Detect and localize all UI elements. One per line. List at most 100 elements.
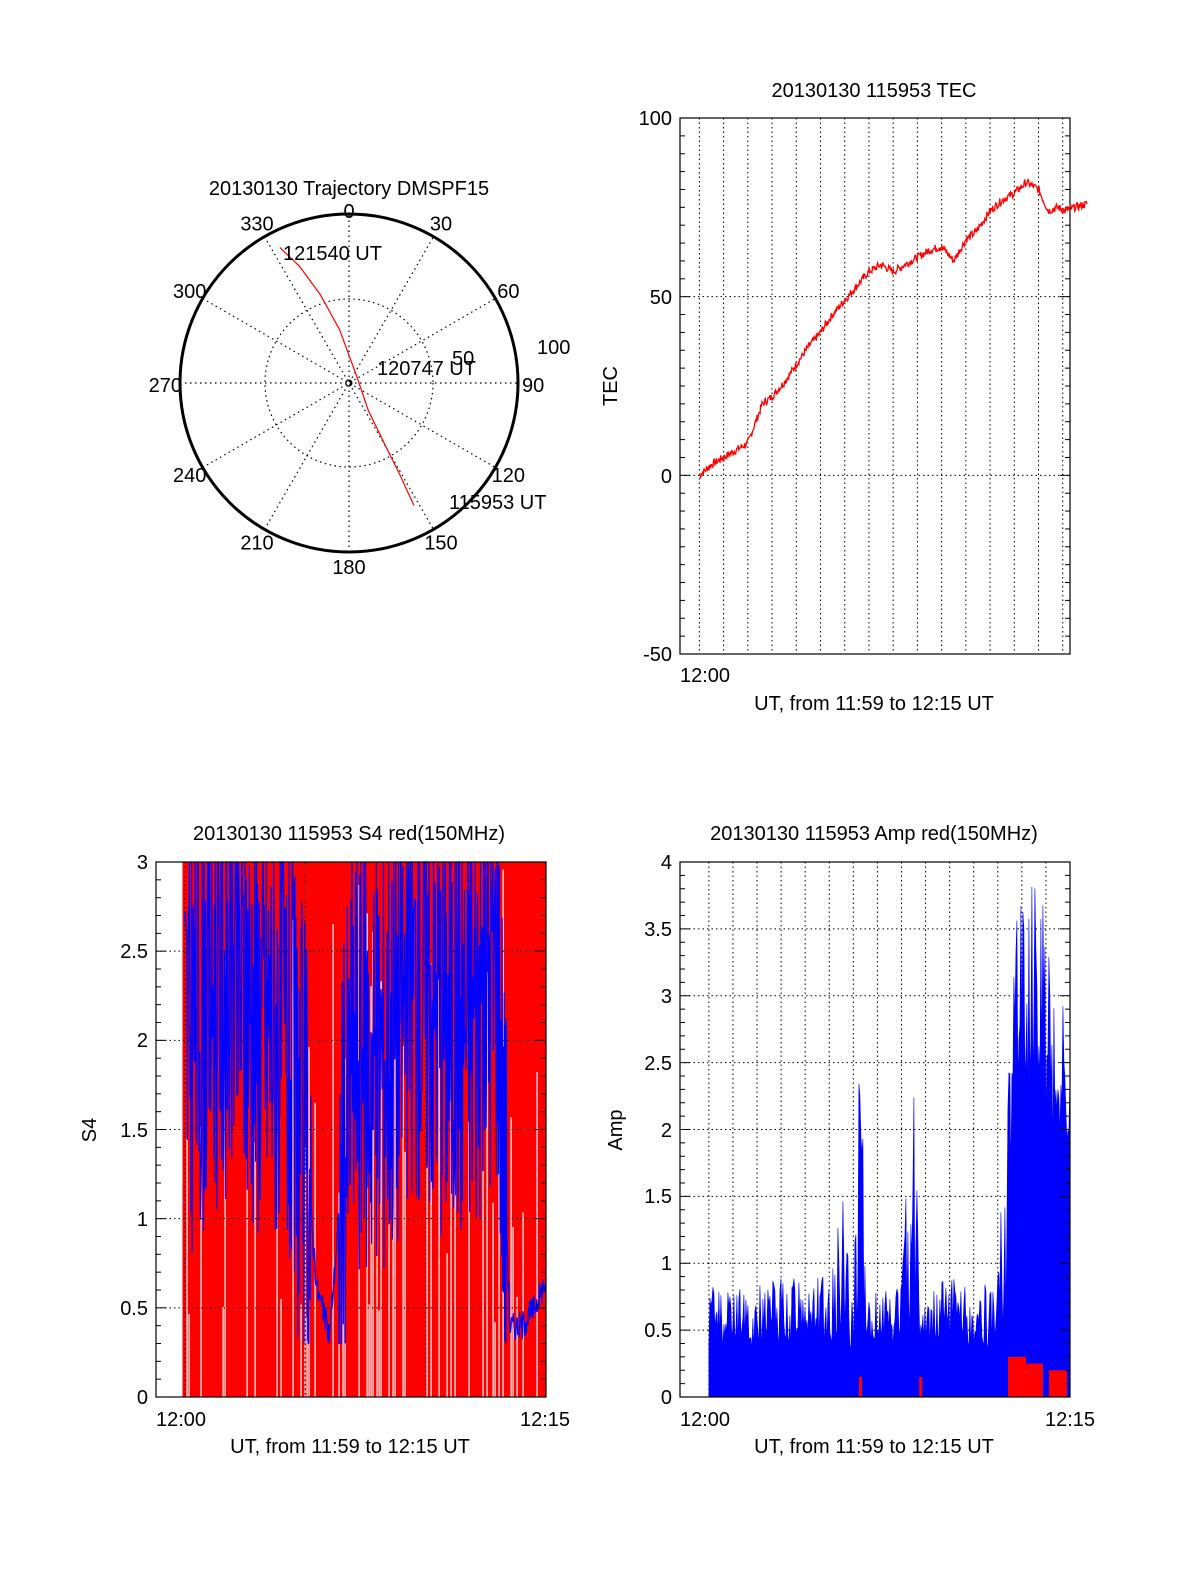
polar-azimuth-label: 330 bbox=[240, 214, 273, 236]
trajectory-start-label: 115953 UT bbox=[449, 492, 546, 514]
s4-gap bbox=[246, 1159, 248, 1397]
tec-series-line bbox=[698, 178, 1088, 480]
s4-gap bbox=[332, 924, 334, 1397]
polar-azimuth-label: 240 bbox=[173, 465, 206, 487]
s4-gap bbox=[186, 1138, 188, 1397]
s4-gap bbox=[388, 1136, 390, 1397]
s4-gap bbox=[392, 1061, 394, 1397]
s4-y-tick-label: 0 bbox=[137, 1387, 148, 1409]
trajectory-mid-label: 120747 UT bbox=[377, 358, 476, 380]
trajectory-polar-panel: 20130130 Trajectory DMSPF15 0 30 60 90 120 15… bbox=[149, 178, 571, 579]
s4-gap bbox=[314, 1102, 316, 1397]
s4-gap bbox=[498, 953, 500, 1397]
s4-gap bbox=[482, 965, 484, 1397]
s4-gap bbox=[376, 1135, 378, 1397]
s4-gap bbox=[222, 1306, 224, 1397]
polar-spoke bbox=[202, 297, 496, 469]
tec-y-tick-label: 0 bbox=[661, 466, 672, 488]
tec-panel: 20130130 115953 TEC 100 50 0 -50 12:00 U… bbox=[600, 80, 1088, 715]
s4-y-tick-label: 3 bbox=[137, 852, 148, 874]
polar-spoke bbox=[202, 297, 496, 469]
s4-y-tick-label: 1 bbox=[137, 1209, 148, 1231]
s4-gap bbox=[402, 1046, 404, 1397]
amp-x-tick-label: 12:15 bbox=[1045, 1409, 1095, 1431]
polar-spoke bbox=[263, 236, 435, 530]
s4-gap bbox=[306, 1317, 308, 1397]
polar-azimuth-label: 0 bbox=[343, 201, 354, 223]
s4-gap bbox=[404, 1151, 406, 1397]
s4-gap bbox=[292, 919, 294, 1397]
amp-y-tick-label: 3.5 bbox=[644, 919, 672, 941]
s4-gap bbox=[394, 998, 396, 1397]
trajectory-end-label: 121540 UT bbox=[283, 243, 382, 265]
amp-title: 20130130 115953 Amp red(150MHz) bbox=[710, 823, 1038, 845]
amp-red-series-bar bbox=[859, 1376, 863, 1397]
polar-azimuth-label: 90 bbox=[522, 375, 544, 397]
tec-x-axis-label: UT, from 11:59 to 12:15 UT bbox=[754, 693, 994, 715]
s4-gap bbox=[494, 1321, 496, 1397]
amp-y-tick-label: 2.5 bbox=[644, 1053, 672, 1075]
polar-outer-ring bbox=[178, 212, 520, 554]
polar-azimuth-label: 270 bbox=[149, 375, 182, 397]
polar-azimuth-label: 210 bbox=[240, 532, 273, 554]
s4-y-tick-label: 2 bbox=[137, 1030, 148, 1052]
polar-azimuth-label: 60 bbox=[497, 281, 519, 303]
s4-panel: 20130130 115953 S4 red(150MHz) 3 2.5 2 1… bbox=[79, 823, 570, 1458]
s4-x-tick-label: 12:15 bbox=[520, 1409, 570, 1431]
amp-red-series-bar bbox=[1048, 1370, 1067, 1397]
amp-x-axis-label: UT, from 11:59 to 12:15 UT bbox=[754, 1436, 994, 1458]
s4-y-tick-label: 0.5 bbox=[120, 1298, 148, 1320]
amp-y-tick-label: 3 bbox=[661, 986, 672, 1008]
amp-y-tick-label: 4 bbox=[661, 852, 672, 874]
s4-gap bbox=[446, 1253, 448, 1397]
s4-gap bbox=[372, 931, 374, 1397]
amp-y-axis-label: Amp bbox=[605, 1109, 627, 1150]
trajectory-line bbox=[279, 247, 415, 506]
s4-gap bbox=[486, 902, 488, 1397]
s4-gap bbox=[300, 1304, 302, 1397]
tec-y-tick-label: 100 bbox=[639, 108, 672, 130]
s4-gap bbox=[492, 1202, 494, 1397]
s4-y-axis-label: S4 bbox=[79, 1118, 101, 1142]
amp-red-series-bar bbox=[1008, 1356, 1027, 1397]
amp-red-series-bar bbox=[919, 1376, 923, 1397]
s4-gap bbox=[454, 1066, 456, 1397]
amp-blue-series-area bbox=[708, 886, 1071, 1398]
amp-x-tick-label: 12:00 bbox=[680, 1409, 730, 1431]
polar-spoke bbox=[263, 236, 435, 530]
s4-gap bbox=[378, 1310, 380, 1397]
amp-y-tick-label: 0.5 bbox=[644, 1320, 672, 1342]
s4-gap bbox=[188, 1314, 190, 1397]
polar-inner-ring bbox=[264, 298, 434, 468]
amp-y-tick-label: 1 bbox=[661, 1253, 672, 1275]
tec-title: 20130130 115953 TEC bbox=[772, 80, 977, 102]
s4-y-tick-label: 1.5 bbox=[120, 1120, 148, 1142]
s4-gap bbox=[368, 1304, 370, 1397]
polar-azimuth-label: 120 bbox=[492, 465, 525, 487]
tec-y-tick-label: -50 bbox=[643, 644, 672, 666]
tec-plot-frame bbox=[679, 117, 1071, 655]
amp-panel: 20130130 115953 Amp red(150MHz) 4 3.5 3 … bbox=[605, 823, 1095, 1458]
s4-gap bbox=[254, 1142, 256, 1397]
amp-y-tick-label: 0 bbox=[661, 1387, 672, 1409]
polar-title: 20130130 Trajectory DMSPF15 bbox=[209, 178, 489, 200]
s4-gap bbox=[380, 981, 382, 1397]
polar-azimuth-label: 300 bbox=[173, 281, 206, 303]
polar-azimuth-label: 30 bbox=[430, 214, 452, 236]
tec-x-tick-label: 12:00 bbox=[680, 665, 730, 687]
s4-title: 20130130 115953 S4 red(150MHz) bbox=[193, 823, 505, 845]
s4-x-axis-label: UT, from 11:59 to 12:15 UT bbox=[230, 1436, 470, 1458]
s4-x-tick-label: 12:00 bbox=[156, 1409, 206, 1431]
s4-gap bbox=[438, 880, 440, 1397]
s4-gap bbox=[200, 1126, 202, 1397]
s4-gap bbox=[510, 1117, 512, 1397]
s4-gap bbox=[512, 1226, 514, 1397]
elevation-ring-label-100: 100 bbox=[537, 337, 570, 359]
amp-y-tick-label: 2 bbox=[661, 1120, 672, 1142]
s4-gap bbox=[426, 1133, 428, 1397]
amp-red-series-bar bbox=[1024, 1363, 1043, 1397]
s4-gap bbox=[536, 1071, 538, 1397]
s4-gap bbox=[280, 1298, 282, 1397]
polar-azimuth-label: 180 bbox=[332, 557, 365, 579]
